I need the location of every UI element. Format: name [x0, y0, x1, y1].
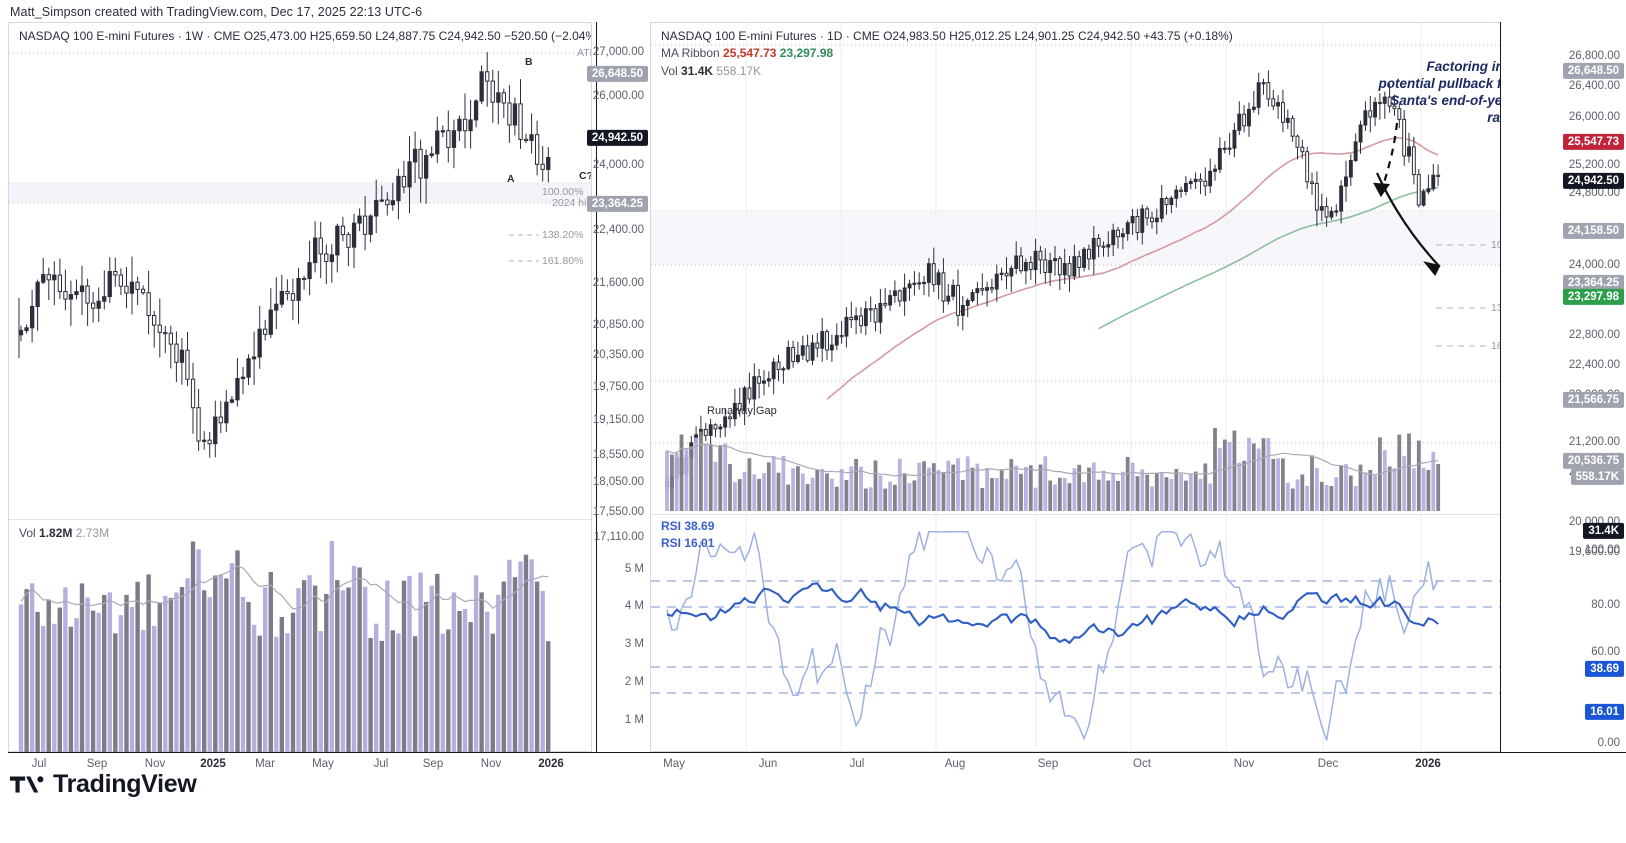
pullback-arrow: [1373, 122, 1441, 277]
right-chart-panel[interactable]: NASDAQ 100 E-mini Futures · 1D · CME O24…: [650, 22, 1618, 752]
x-axis-label: Sep: [422, 758, 444, 770]
price-tag: 25,547.73: [1562, 133, 1624, 151]
x-axis-label: Nov: [1233, 758, 1255, 770]
price-tick: 26,000.00: [592, 90, 644, 102]
price-tag: 26,648.50: [586, 65, 648, 83]
daily-volume-bars: [665, 427, 1441, 511]
price-tick: 21,200.00: [1568, 436, 1620, 448]
x-axis-label: 2025: [200, 758, 226, 770]
x-axis-label: Dec: [1317, 758, 1339, 770]
left-chart-panel[interactable]: NASDAQ 100 E-mini Futures · 1W · CME O25…: [8, 22, 592, 752]
x-axis-label: Nov: [480, 758, 502, 770]
price-tick: 21,600.00: [592, 277, 644, 289]
price-tag: 24,158.50: [1562, 222, 1624, 240]
x-axis-label: Jul: [849, 758, 865, 770]
volume-tick: 3 M: [624, 638, 644, 650]
right-x-axis[interactable]: May Jun Jul Aug Sep Oct Nov Dec 2026: [650, 752, 1626, 779]
price-tag: 26,648.50: [1562, 62, 1624, 80]
rsi-tick: 80.00: [1591, 599, 1620, 611]
price-tick: 19,750.00: [592, 381, 644, 393]
tradingview-footer: TradingView: [10, 770, 197, 799]
rsi-tick: 0.00: [1597, 737, 1620, 749]
price-tick: 20,350.00: [592, 349, 644, 361]
price-tag: 23,364.25: [586, 195, 648, 213]
x-axis-label: Mar: [255, 758, 275, 770]
left-price-svg: [9, 52, 591, 458]
price-tick: 17,550.00: [592, 506, 644, 518]
x-axis-label: Sep: [86, 758, 108, 770]
price-tick: 19,600.00: [1568, 546, 1620, 558]
left-volume-pane[interactable]: Vol 1.82M 2.73M: [9, 519, 591, 752]
price-tag: 24,942.50: [1562, 172, 1624, 190]
x-axis-label: May: [312, 758, 334, 770]
volume-tick: 4 M: [624, 600, 644, 612]
rsi-tick: 100.00: [1584, 544, 1620, 556]
tradingview-logo-icon: [10, 775, 44, 793]
rsi-tick: 60.00: [1591, 646, 1620, 658]
right-rsi-svg: [651, 515, 1617, 752]
price-tick: 25,200.00: [1568, 159, 1620, 171]
x-axis-label: Sep: [1037, 758, 1059, 770]
x-axis-label: Jul: [31, 758, 47, 770]
price-tick: 18,050.00: [592, 476, 644, 488]
left-price-pane[interactable]: NASDAQ 100 E-mini Futures · 1W · CME O25…: [9, 23, 591, 518]
x-axis-label: Aug: [944, 758, 966, 770]
price-tag: 21,566.75: [1562, 391, 1624, 409]
x-axis-label: Jun: [758, 758, 778, 770]
credit-line: Matt_Simpson created with TradingView.co…: [10, 5, 423, 19]
right-price-pane[interactable]: NASDAQ 100 E-mini Futures · 1D · CME O24…: [651, 23, 1617, 513]
right-price-scale[interactable]: 26,800.00 26,400.00 26,000.00 25,200.00 24,8…: [1500, 22, 1626, 752]
price-tag: 23,297.98: [1562, 288, 1624, 306]
tradingview-wordmark: TradingView: [53, 770, 197, 798]
volume-tick: 2 M: [624, 676, 644, 688]
right-price-svg: [651, 23, 1617, 513]
price-tick: 22,400.00: [592, 224, 644, 236]
left-price-scale[interactable]: 27,000.00 26,000.00 24,000.00 22,400.00 21,6…: [586, 22, 650, 752]
price-tick: 24,800.00: [1568, 187, 1620, 199]
price-tick: 22,400.00: [1568, 359, 1620, 371]
x-axis-label: 2026: [1415, 758, 1441, 770]
price-tag: 558.17K: [1570, 468, 1624, 486]
price-tag: 38.69: [1585, 660, 1624, 678]
left-volume-svg: [18, 541, 551, 752]
price-tag: 31.4K: [1583, 522, 1624, 540]
volume-tick: 5 M: [624, 563, 644, 575]
price-tick: 24,000.00: [1568, 259, 1620, 271]
x-axis-label: Oct: [1133, 758, 1151, 770]
x-axis-label: May: [663, 758, 685, 770]
x-axis-label: Jul: [373, 758, 389, 770]
left-x-axis[interactable]: Jul Sep Nov 2025 Mar May Jul Sep Nov 2026: [8, 752, 650, 779]
price-tick: 26,800.00: [1568, 50, 1620, 62]
price-tick: 26,000.00: [1568, 111, 1620, 123]
price-tick: 20,850.00: [592, 319, 644, 331]
price-tag: 16.01: [1585, 703, 1624, 721]
price-tick: 22,800.00: [1568, 329, 1620, 341]
price-tick: 18,550.00: [592, 449, 644, 461]
price-tick: 19,150.00: [592, 414, 644, 426]
x-axis-label: Nov: [144, 758, 166, 770]
price-tag: 23,364.25: [1562, 274, 1624, 292]
right-rsi-pane[interactable]: RSI 38.69 RSI 16.01: [651, 514, 1617, 752]
price-tag: 20,536.75: [1562, 452, 1624, 470]
volume-tick: 1 M: [624, 714, 644, 726]
price-tick: 26,400.00: [1568, 80, 1620, 92]
price-tick: 27,000.00: [592, 46, 644, 58]
price-tick: 24,000.00: [592, 159, 644, 171]
price-tag: 24,942.50: [586, 129, 648, 147]
price-tick: 17,110.00: [593, 531, 644, 543]
x-axis-label: 2026: [538, 758, 564, 770]
